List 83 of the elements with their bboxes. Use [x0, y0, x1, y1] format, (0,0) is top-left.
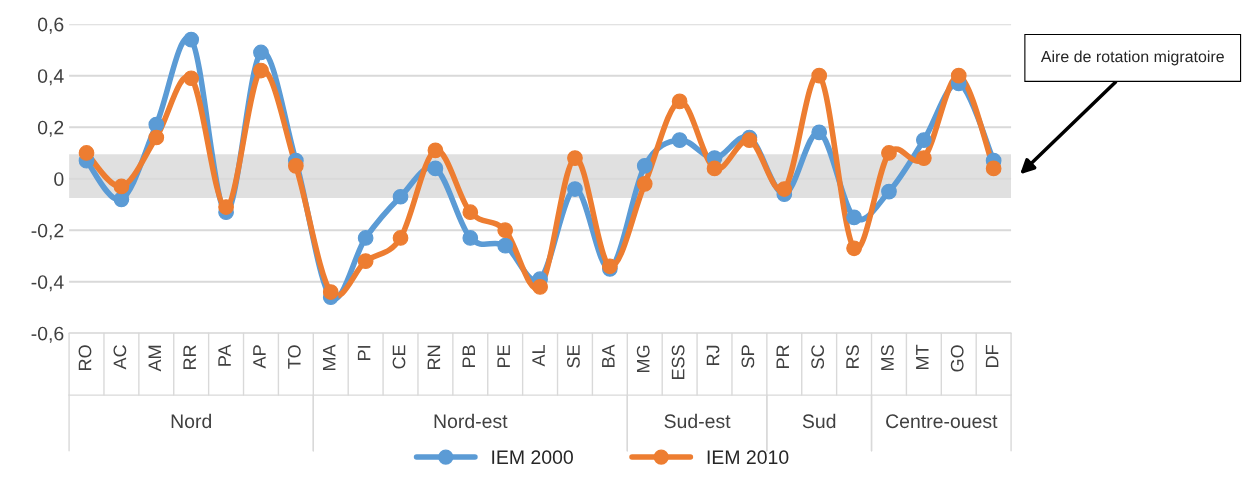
- text: Nord-est: [434, 413, 508, 429]
- point: [497, 237, 514, 254]
- point: [846, 240, 862, 257]
- x-tick-label: MA: [322, 344, 336, 370]
- text: Sud-est: [664, 413, 731, 429]
- point: [636, 157, 653, 174]
- y-tick-label: 0,4: [37, 69, 64, 86]
- x-tick-label: SP: [741, 345, 755, 368]
- point: [427, 142, 444, 159]
- point: [183, 70, 200, 87]
- point: [776, 181, 793, 197]
- point: [811, 67, 828, 84]
- x-tick-label: GO: [950, 345, 964, 372]
- point: [950, 67, 967, 84]
- x-tick-label: PE: [497, 345, 510, 367]
- text: Aire de rotation migratoire: [1040, 50, 1224, 66]
- point: [148, 116, 165, 133]
- point: [671, 93, 688, 110]
- point: [113, 191, 130, 208]
- point: [218, 199, 234, 215]
- point: [357, 230, 374, 246]
- x-tick-label: PB: [462, 345, 475, 367]
- point: [811, 124, 828, 141]
- y-tick-label: 0,2: [37, 120, 64, 137]
- point: [532, 279, 548, 295]
- y-tick-label: -0,4: [31, 275, 64, 292]
- x-tick-label: RN: [427, 345, 441, 369]
- x-tick-label: DF: [985, 345, 999, 367]
- text: Centre-ouest: [886, 414, 998, 429]
- text: Sud: [802, 413, 836, 429]
- point: [915, 150, 932, 166]
- point: [78, 145, 95, 161]
- x-tick-label: RJ: [706, 345, 720, 365]
- x-tick-label: MT: [916, 344, 929, 369]
- point: [148, 129, 165, 146]
- x-tick-label: AL: [532, 344, 545, 367]
- x-tick-label: BA: [602, 344, 615, 367]
- point: [322, 284, 339, 300]
- x-tick-label: TO: [287, 345, 301, 369]
- x-tick-label: RS: [846, 345, 859, 368]
- x-tick-label: AM: [148, 345, 161, 372]
- point: [497, 222, 514, 239]
- point: [846, 209, 862, 226]
- x-tick-label: AP: [253, 345, 266, 369]
- point: [462, 230, 479, 246]
- y-tick-label: -0,6: [31, 326, 64, 343]
- y-tick-label: 0: [54, 172, 64, 186]
- x-tick-label: RO: [78, 345, 92, 370]
- text: Nord: [171, 413, 212, 429]
- x-tick-label: SE: [567, 345, 580, 368]
- point: [985, 160, 1002, 177]
- point: [183, 31, 200, 48]
- point: [427, 160, 444, 177]
- point: [706, 160, 723, 177]
- point: [567, 181, 583, 197]
- point: [287, 157, 304, 174]
- point: [671, 132, 688, 148]
- point: [253, 62, 269, 79]
- point: [636, 175, 653, 192]
- point: [392, 230, 409, 246]
- point: [357, 253, 374, 270]
- point: [567, 150, 583, 166]
- y-tick-label: 0,6: [37, 17, 64, 34]
- x-tick-label: RR: [183, 345, 196, 369]
- point: [881, 183, 897, 200]
- point: [253, 44, 269, 61]
- y-tick-label: -0,2: [31, 223, 64, 240]
- point: [392, 188, 409, 205]
- x-tick-label: ESS: [671, 345, 685, 380]
- x-tick-label: AC: [113, 345, 127, 370]
- x-tick-label: CE: [392, 345, 406, 369]
- x-tick-label: PR: [776, 345, 789, 368]
- point: [915, 132, 932, 148]
- legend-label: IEM 2010: [707, 450, 789, 465]
- x-tick-label: MS: [881, 345, 894, 370]
- point: [881, 145, 897, 161]
- x-tick-label: PI: [357, 346, 371, 360]
- x-tick-label: MG: [636, 345, 650, 372]
- legend-label: IEM 2000: [492, 450, 573, 465]
- point: [462, 204, 479, 221]
- x-tick-label: SC: [811, 345, 825, 369]
- x-tick-label: PA: [218, 344, 231, 366]
- point: [113, 178, 130, 195]
